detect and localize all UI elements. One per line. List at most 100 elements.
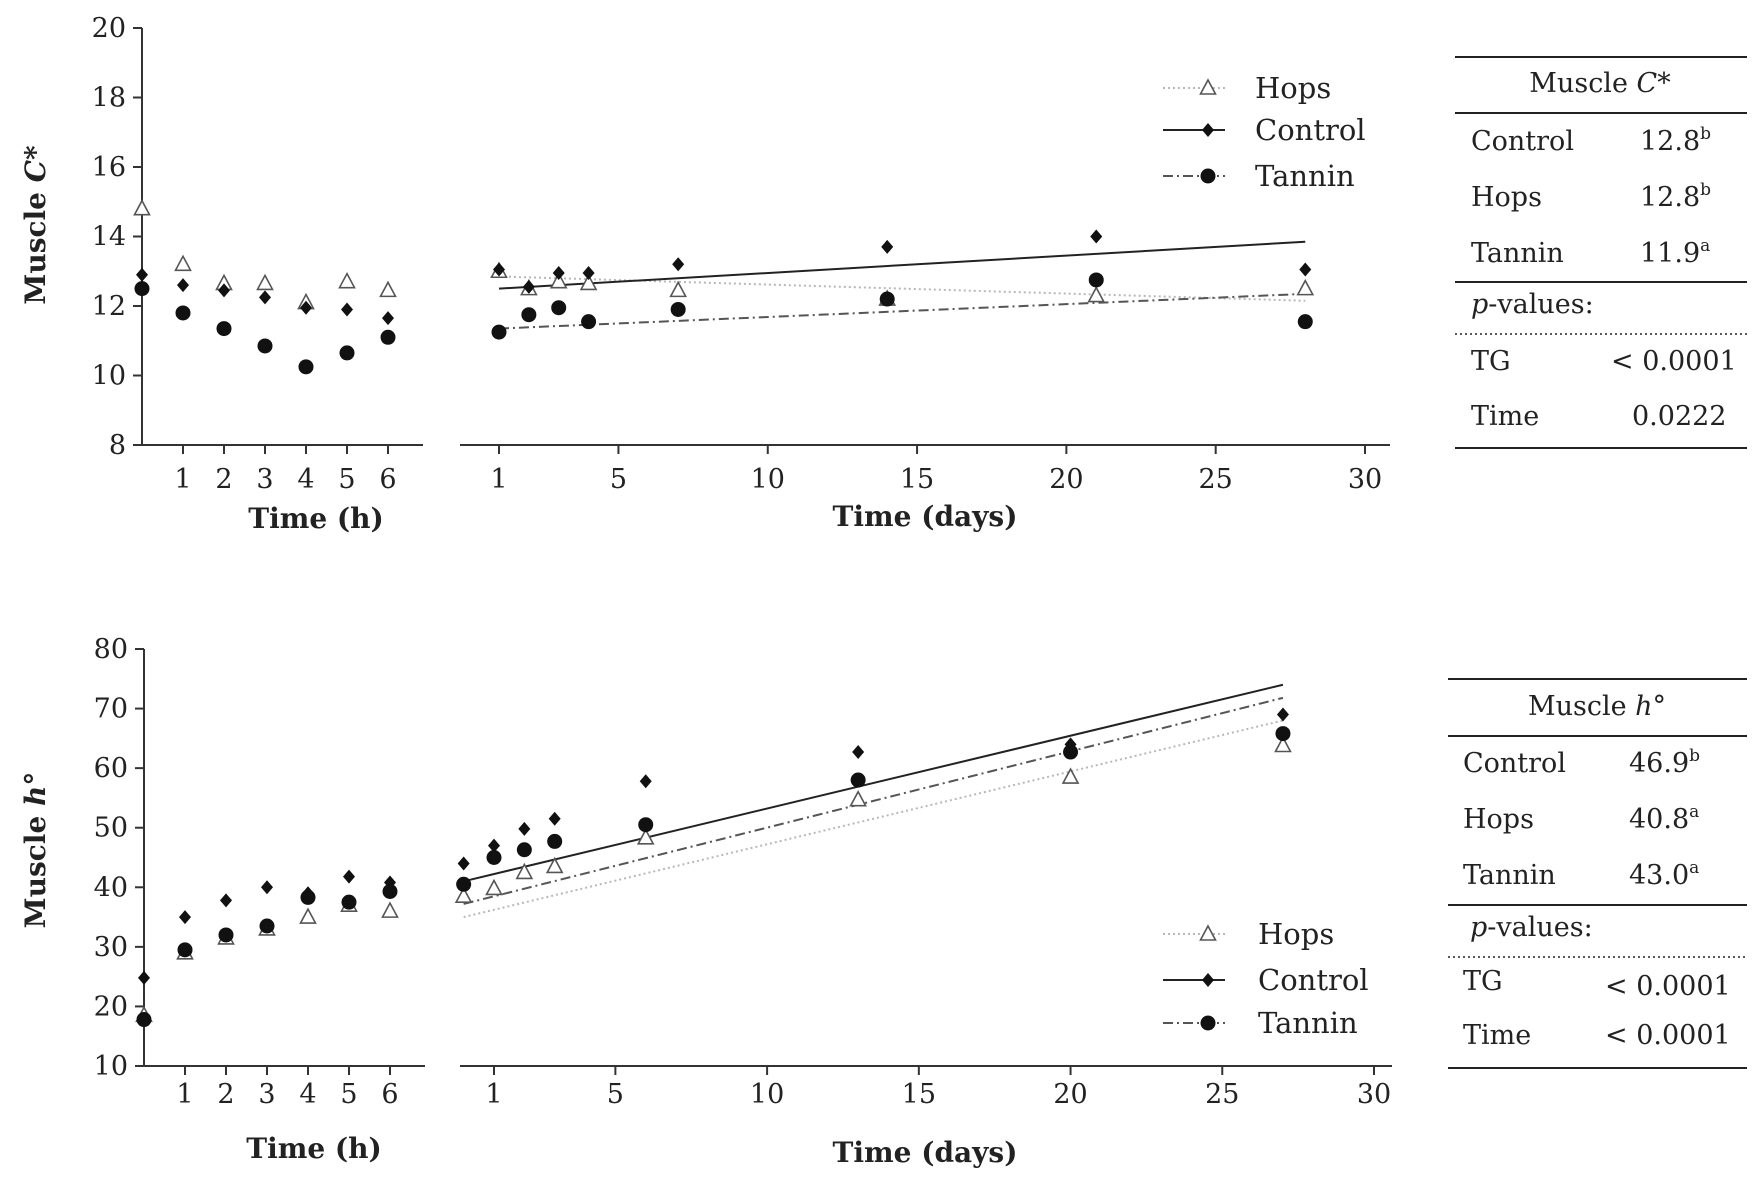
y-tick-label: 14 — [92, 222, 126, 253]
x-tick-label: 1 — [490, 464, 507, 495]
y-tick-label: 30 — [94, 932, 128, 963]
point-hops — [636, 828, 655, 845]
x-tick-label: 5 — [610, 464, 627, 495]
point-tannin — [516, 842, 532, 858]
y-axis-label: Muscle C* — [19, 145, 52, 305]
x-tick-label: 2 — [215, 464, 232, 495]
point-hops — [454, 886, 473, 904]
point-hops — [1296, 278, 1315, 296]
x-tick-label: 1 — [485, 1079, 502, 1110]
table-row-value: 11.9a — [1640, 236, 1710, 269]
table-row-value: 12.8b — [1640, 124, 1711, 157]
y-tick-label: 18 — [92, 83, 126, 114]
y-tick-label: 10 — [94, 1051, 128, 1082]
table-row-label: Tannin — [1471, 238, 1564, 269]
point-tannin — [175, 305, 191, 321]
pvalue-label: TG — [1463, 966, 1503, 997]
point-control — [179, 910, 191, 925]
legend-marker-hops — [1199, 78, 1217, 95]
point-control — [341, 302, 353, 317]
point-hops — [256, 273, 274, 291]
point-control — [259, 290, 271, 305]
x-tick-label: 2 — [217, 1079, 234, 1110]
x-tick-label: 1 — [176, 1079, 193, 1110]
y-tick-label: 20 — [94, 991, 128, 1022]
point-hops — [1061, 767, 1080, 784]
table-row-value: 46.9b — [1629, 746, 1700, 779]
x-tick-label: 3 — [256, 464, 273, 495]
point-hops — [379, 280, 397, 298]
x-tick-label: 6 — [381, 1079, 398, 1110]
x-tick-label: 4 — [299, 1079, 316, 1110]
panel-hours: 1 2 3 4 5 6 Time (h) — [133, 199, 423, 535]
point-tannin — [670, 301, 686, 317]
fit-line-control — [463, 683, 1284, 883]
point-tannin — [259, 918, 275, 934]
pvalue-label: Time — [1463, 1020, 1531, 1051]
x-tick-label: 4 — [297, 464, 314, 495]
point-tannin — [1275, 726, 1291, 742]
point-hops — [1087, 285, 1106, 303]
legend-marker-hops — [1199, 924, 1217, 941]
table-row-label: Tannin — [1463, 860, 1556, 891]
point-control — [457, 856, 470, 871]
y-tick-label: 40 — [94, 872, 128, 903]
point-control — [1299, 262, 1312, 277]
point-tannin — [1088, 272, 1104, 288]
pvalue-value: < 0.0001 — [1611, 346, 1737, 377]
point-control — [136, 267, 148, 282]
point-tannin — [134, 281, 150, 297]
x-tick-label: 5 — [607, 1079, 624, 1110]
x-tick-label: 25 — [1199, 464, 1233, 495]
x-tick-label: 25 — [1205, 1079, 1239, 1110]
point-tannin — [257, 338, 273, 354]
y-axis-label: Muscle h° — [19, 772, 52, 929]
point-tannin — [341, 894, 357, 910]
point-hops — [174, 254, 192, 272]
point-hops — [545, 856, 564, 874]
point-hops — [338, 271, 356, 289]
x-tick-label: 15 — [900, 464, 934, 495]
y-tick-label: 10 — [92, 361, 126, 392]
point-control — [639, 774, 652, 789]
legend: Hops Control Tannin — [1163, 71, 1366, 193]
x-axis-label: Time (days) — [833, 500, 1018, 533]
point-tannin — [547, 833, 563, 849]
point-hops — [1274, 735, 1292, 753]
fit-line-hops — [463, 719, 1284, 919]
y-tick-label: 12 — [92, 291, 126, 322]
point-tannin — [177, 942, 193, 958]
point-tannin — [298, 359, 314, 375]
legend-label-control: Control — [1255, 113, 1366, 147]
point-tannin — [456, 876, 472, 892]
legend-label-tannin: Tannin — [1258, 1006, 1358, 1040]
table-row-label: Control — [1463, 748, 1566, 779]
point-tannin — [1297, 314, 1313, 330]
x-tick-label: 15 — [902, 1079, 936, 1110]
point-control — [261, 880, 273, 895]
x-tick-label: 5 — [340, 1079, 357, 1110]
x-tick-label: 5 — [338, 464, 355, 495]
point-control — [881, 239, 894, 254]
point-control — [582, 265, 595, 280]
point-tannin — [300, 889, 316, 905]
x-tick-label: 10 — [751, 464, 785, 495]
y-tick-label: 80 — [94, 634, 128, 665]
fit-line-hops — [498, 275, 1306, 302]
fit-line-tannin — [463, 696, 1284, 905]
point-tannin — [218, 927, 234, 943]
point-tannin — [486, 850, 502, 865]
point-hops — [849, 790, 867, 807]
point-tannin — [638, 817, 654, 833]
y-tick-label: 8 — [109, 430, 126, 461]
point-tannin — [136, 1012, 152, 1028]
y-axis: 8 10 12 14 16 18 20 — [92, 13, 143, 461]
point-tannin — [216, 321, 232, 337]
x-tick-label: 6 — [379, 464, 396, 495]
pvalue-label: Time — [1471, 401, 1539, 432]
point-control — [672, 257, 685, 272]
